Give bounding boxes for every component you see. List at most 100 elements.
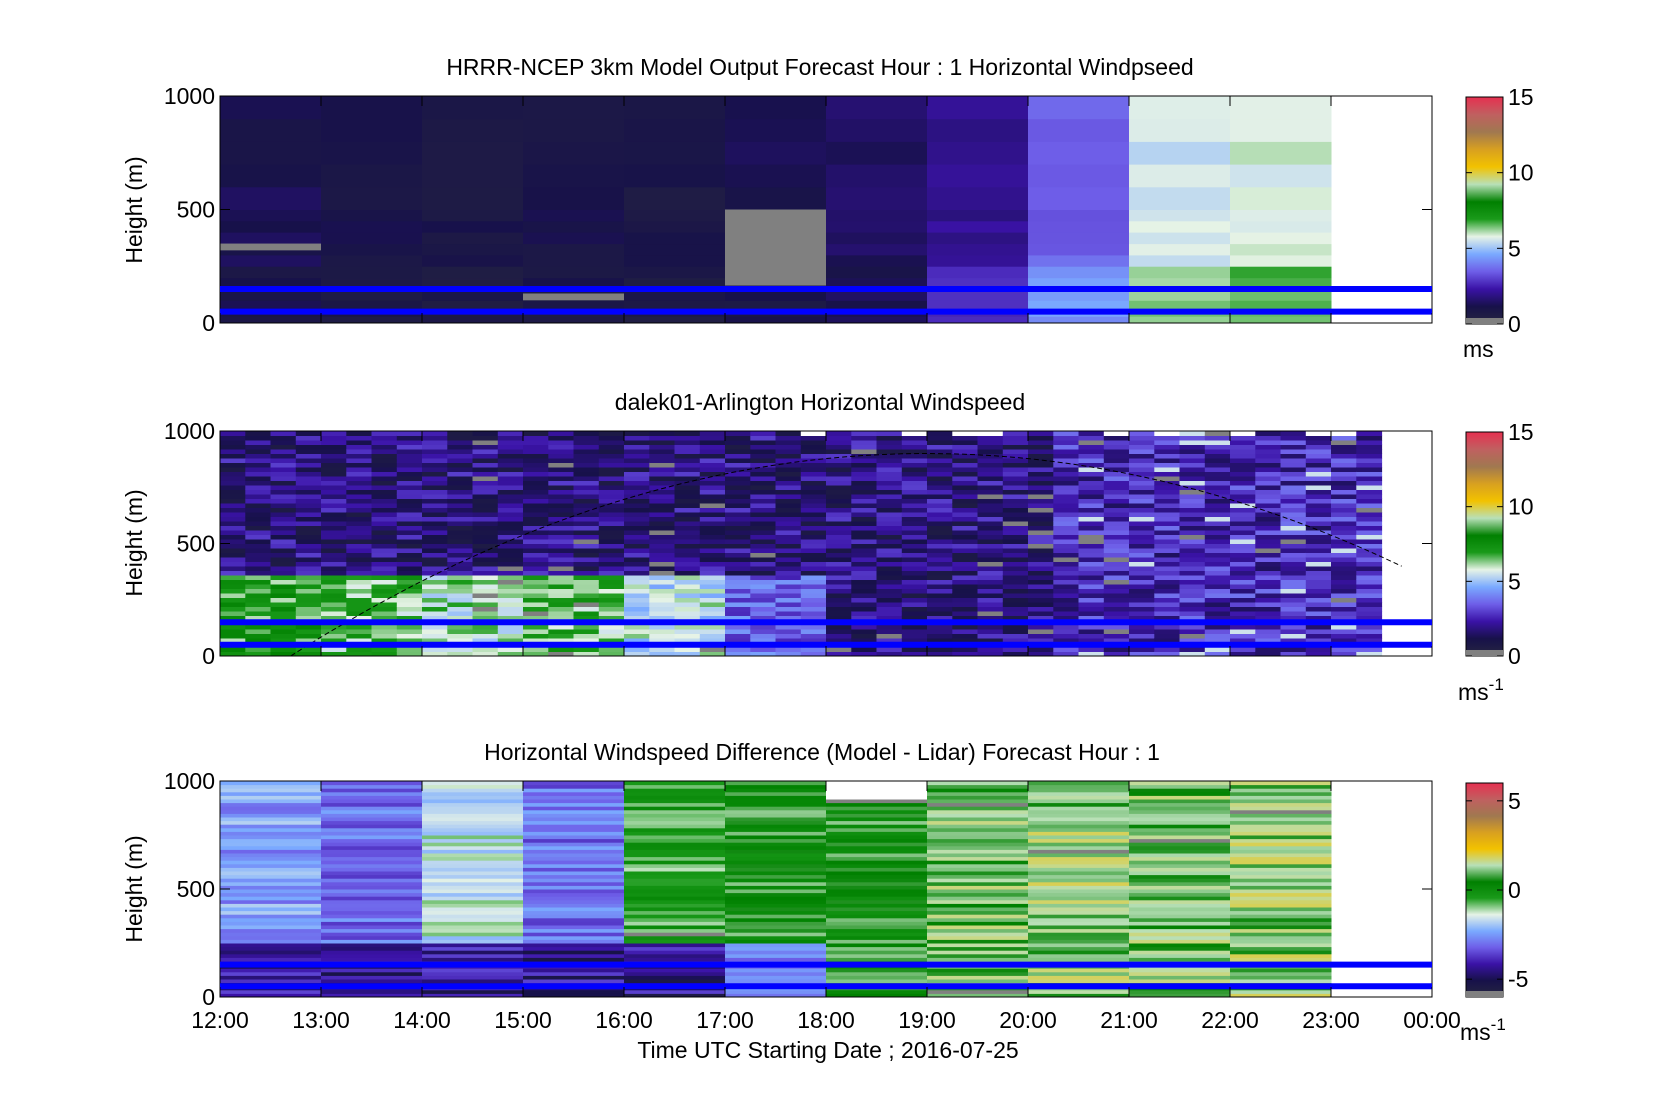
heatmap-cell [1230,458,1256,463]
heatmap-cell [1129,957,1231,962]
heatmap-cell [1129,925,1231,930]
heatmap-cell [775,588,802,594]
heatmap-cell [624,795,726,800]
panel-lidar-x-ticks [219,431,1433,656]
heatmap-cell [876,638,903,643]
heatmap-cell [851,539,878,544]
heatmap-cell [1129,813,1231,818]
heatmap-cell [295,485,322,490]
heatmap-cell [800,588,827,594]
heatmap-cell [927,802,1029,807]
heatmap-cell [1230,806,1332,811]
heatmap-cell [1028,989,1130,994]
heatmap-cell [321,602,347,607]
heatmap-cell [321,874,423,879]
heatmap-cell [1129,530,1155,535]
heatmap-cell [1230,561,1256,567]
heatmap-cell [750,624,777,630]
heatmap-cell [321,548,347,553]
heatmap-cell [1053,462,1080,468]
heatmap-cell [826,867,928,872]
heatmap-cell [1028,141,1130,165]
heatmap-cell [1331,543,1357,549]
heatmap-cell [624,566,650,571]
heatmap-cell [851,633,878,639]
heatmap-cell [1002,615,1029,621]
heatmap-cell [725,611,751,616]
heatmap-cell [775,503,802,508]
heatmap-cell [1129,788,1231,793]
heatmap-cell [725,835,827,840]
heatmap-cell [1280,597,1307,603]
heatmap-cell [1356,593,1383,598]
heatmap-cell [851,444,878,450]
heatmap-cell [750,602,777,607]
heatmap-cell [346,471,373,477]
heatmap-cell [371,494,398,499]
heatmap-cell [295,444,322,450]
heatmap-cell [1129,889,1231,894]
heatmap-cell [624,871,726,876]
heatmap-cell [523,845,625,850]
heatmap-cell [624,889,726,894]
heatmap-cell [523,957,625,962]
heatmap-cell [674,521,701,526]
heatmap-cell [1129,809,1231,814]
heatmap-cell [1053,467,1080,472]
heatmap-cell [1154,453,1181,459]
heatmap-cell [1103,458,1130,463]
heatmap-cell [573,584,600,589]
heatmap-cell [1255,530,1282,535]
heatmap-cell [1103,575,1130,580]
heatmap-cell [624,118,726,142]
heatmap-cell [295,606,322,612]
heatmap-cell [952,440,979,445]
heatmap-cell [901,525,928,531]
heatmap-cell [927,885,1029,890]
heatmap-cell [523,566,549,571]
heatmap-cell [1280,588,1307,594]
heatmap-cell [1053,485,1080,490]
heatmap-cell [1129,946,1231,951]
heatmap-cell [523,820,625,825]
heatmap-cell [346,458,373,463]
heatmap-cell [422,435,448,441]
heatmap-cell [548,647,575,652]
heatmap-cell [977,606,1004,612]
heatmap-cell [1129,566,1155,571]
heatmap-cell [523,525,549,531]
heatmap-cell [1331,498,1357,504]
heatmap-cell [624,925,726,930]
heatmap-cell [523,867,625,872]
colorbar-tick-label: 15 [1508,419,1534,445]
heatmap-cell [346,507,373,513]
heatmap-cell [674,624,701,630]
heatmap-cell [674,435,701,441]
heatmap-cell [826,817,928,822]
heatmap-cell [523,795,625,800]
heatmap-cell [1305,647,1332,652]
heatmap-cell [876,539,903,544]
heatmap-cell [624,593,650,598]
heatmap-cell [1028,932,1130,937]
heatmap-cell [952,512,979,517]
heatmap-cell [472,462,499,468]
heatmap-cell [674,638,701,643]
heatmap-cell [1204,593,1231,598]
heatmap-cell [775,629,802,634]
heatmap-cell [1103,552,1130,558]
heatmap-cell [775,539,802,544]
heatmap-cell [927,889,1029,894]
heatmap-cell [548,449,575,454]
panel-model-reference-lines [220,285,1432,315]
heatmap-cell [523,953,625,958]
heatmap-cell [1129,914,1231,919]
heatmap-cell [548,593,575,598]
heatmap-cell [1280,476,1307,481]
heatmap-cell [1028,827,1130,832]
heatmap-cell [220,431,246,436]
heatmap-cell [1280,440,1307,445]
heatmap-cell [826,498,852,504]
heatmap-cell [624,444,650,450]
